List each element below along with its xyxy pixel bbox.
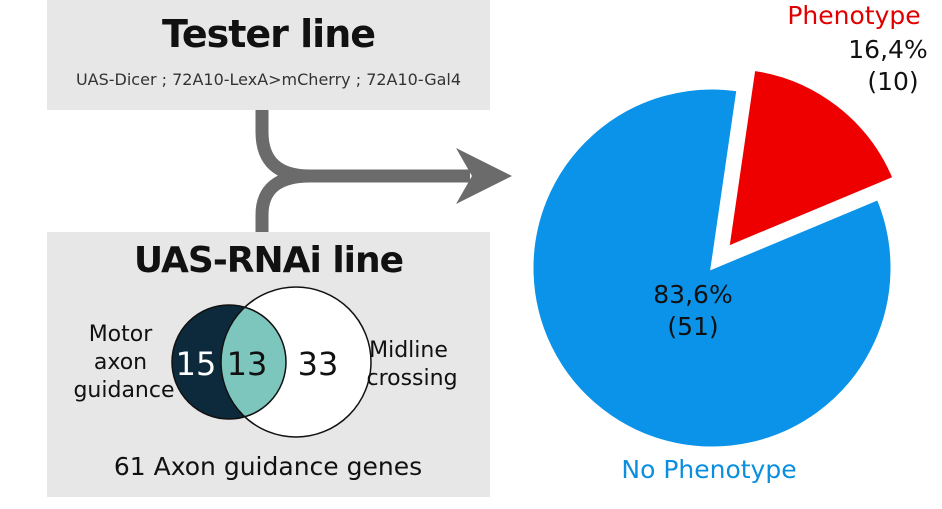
pie-chart — [530, 67, 896, 450]
pie-label-phenotype-percent: 16,4% — [848, 35, 927, 64]
tester-line-title: Tester line — [161, 12, 376, 56]
venn-overlap — [221, 305, 286, 419]
rnai-line-title: UAS-RNAi line — [133, 240, 404, 281]
arrow-branch-top — [255, 110, 470, 183]
venn-circle-midline-outline — [220, 286, 372, 438]
venn-label-motor-line3: guidance — [73, 378, 174, 403]
venn-label-midline-line2: crossing — [366, 366, 457, 391]
venn-count-motor-only: 15 — [176, 345, 217, 383]
venn-label-motor: Motor axon guidance — [73, 322, 174, 403]
venn-circle-motor-outline — [171, 304, 287, 420]
tester-line-genotype: UAS-Dicer ; 72A10-LexA>mCherry ; 72A10-G… — [75, 70, 462, 89]
pie-label-phenotype-count: (10) — [867, 67, 918, 96]
pie-label-no-phenotype-count: (51) — [667, 312, 718, 341]
venn-count-overlap: 13 — [227, 345, 268, 383]
pie-slice-phenotype — [726, 67, 896, 250]
venn-diagram: 15 13 33 Motor axon guidance Midline cro… — [73, 286, 458, 438]
venn-count-midline-only: 33 — [298, 345, 339, 383]
merge-arrow — [255, 110, 470, 232]
arrow-branch-bottom — [255, 169, 311, 232]
venn-label-motor-line1: Motor — [89, 322, 154, 347]
total-genes-label: 61 Axon guidance genes — [114, 452, 422, 481]
pie-legend-no-phenotype: No Phenotype — [621, 455, 796, 484]
pie-legend-phenotype: Phenotype — [787, 1, 920, 30]
venn-label-midline-line1: Midline — [369, 338, 448, 363]
tester-line-box: Tester line UAS-Dicer ; 72A10-LexA>mCher… — [47, 0, 490, 110]
venn-label-motor-line2: axon — [94, 350, 147, 375]
venn-label-midline: Midline crossing — [366, 338, 457, 391]
pie-slice-no-phenotype — [530, 86, 894, 450]
arrow-head — [456, 148, 512, 204]
pie-label-no-phenotype-percent: 83,6% — [653, 280, 732, 309]
